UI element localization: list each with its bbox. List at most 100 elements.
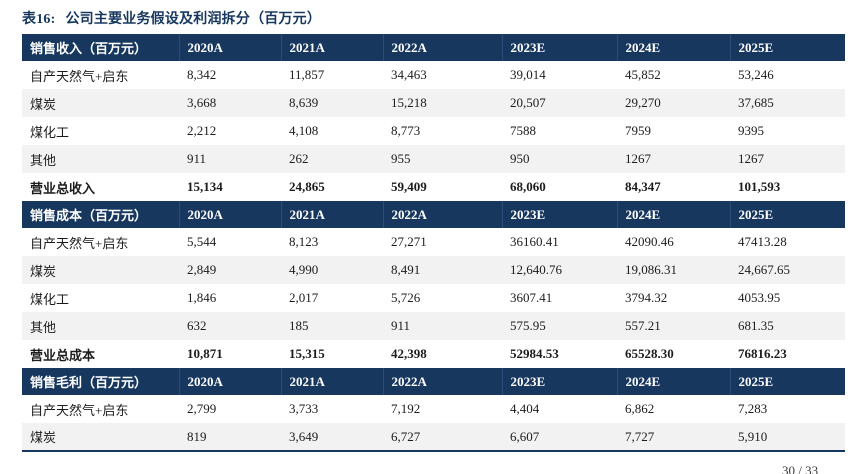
cell-value: 27,271: [391, 234, 427, 249]
cell-value: 4,108: [289, 123, 319, 138]
row-label: 营业总收入: [30, 180, 96, 196]
cell-value: 911: [187, 151, 207, 166]
column-header: 2020A: [179, 201, 282, 228]
cell-value: 7,283: [738, 401, 768, 416]
table-row: 煤炭 819 3,649 6,727 6,607 7,727 5,910: [22, 423, 845, 452]
table-row: 其他 632 185 911 575.95 557.21 681.35: [22, 312, 845, 340]
cell-value: 6,862: [625, 401, 655, 416]
cell-value: 15,218: [391, 95, 427, 110]
cell-value: 76816.23: [738, 346, 787, 361]
section-header-label: 销售成本（百万元）: [22, 201, 180, 228]
table-title: 表16: 公司主要业务假设及利润拆分（百万元）: [22, 8, 321, 28]
cell-value: 2,799: [187, 401, 217, 416]
column-header: 2025E: [738, 206, 774, 222]
cell-value: 185: [289, 318, 309, 333]
column-header: 2020A: [179, 368, 282, 395]
cell-value: 8,342: [187, 67, 217, 82]
row-label: 煤炭: [22, 423, 179, 452]
cell-value: 4053.95: [738, 290, 781, 305]
cell-value: 42090.46: [625, 234, 674, 249]
table-row: 自产天然气+启东 8,342 11,857 34,463 39,014 45,8…: [22, 61, 845, 89]
cell-value: 19,086.31: [625, 262, 677, 277]
table-row: 煤炭 2,849 4,990 8,491 12,640.76 19,086.31…: [22, 256, 845, 284]
cell-value: 3607.41: [510, 290, 553, 305]
table-row: 煤化工 2,212 4,108 8,773 7588 7959 9395: [22, 117, 845, 145]
cell-value: 37,685: [738, 95, 774, 110]
section-header-row-gross-profit: 销售毛利（百万元） 2020A 2021A 2022A 2023E 2024E …: [22, 368, 845, 395]
cell-value: 3,649: [281, 423, 383, 452]
table-caption: 公司主要业务假设及利润拆分（百万元）: [65, 12, 322, 27]
table-row: 煤炭 3,668 8,639 15,218 20,507 29,270 37,6…: [22, 89, 845, 117]
row-label: 煤炭: [30, 96, 57, 112]
cell-value: 5,726: [391, 290, 421, 305]
cell-value: 101,593: [738, 179, 781, 194]
table-number-label: 表16:: [22, 12, 56, 27]
cell-value: 681.35: [738, 318, 774, 333]
column-header: 2025E: [738, 373, 774, 389]
cell-value: 7,192: [391, 401, 421, 416]
table-row-total-revenue: 营业总收入 15,134 24,865 59,409 68,060 84,347…: [22, 173, 845, 201]
cell-value: 47413.28: [738, 234, 787, 249]
row-label: 煤化工: [30, 291, 70, 307]
cell-value: 11,857: [289, 67, 325, 82]
cell-value: 39,014: [510, 67, 546, 82]
column-header: 2024E: [617, 368, 731, 395]
section-header-row-cost: 销售成本（百万元） 2020A 2021A 2022A 2023E 2024E …: [22, 201, 845, 228]
section-header-row-revenue: 销售收入（百万元） 2020A 2021A 2022A 2023E 2024E …: [22, 34, 845, 61]
column-header: 2022A: [383, 201, 503, 228]
column-header: 2022A: [383, 34, 503, 61]
cell-value: 34,463: [391, 67, 427, 82]
column-header: 2023E: [502, 368, 618, 395]
row-label: 自产天然气+启东: [30, 235, 129, 251]
cell-value: 36160.41: [510, 234, 559, 249]
cell-value: 24,865: [289, 179, 325, 194]
table-row-total-cost: 营业总成本 10,871 15,315 42,398 52984.53 6552…: [22, 340, 845, 368]
cell-value: 3794.32: [625, 290, 668, 305]
cell-value: 955: [391, 151, 411, 166]
cell-value: 632: [187, 318, 207, 333]
cell-value: 4,404: [510, 401, 540, 416]
cell-value: 3,733: [289, 401, 319, 416]
column-header: 2024E: [617, 34, 731, 61]
cell-value: 5,544: [187, 234, 217, 249]
cell-value: 15,315: [289, 346, 325, 361]
cell-value: 7959: [625, 123, 651, 138]
cell-value: 8,491: [391, 262, 421, 277]
table-row: 自产天然气+启东 2,799 3,733 7,192 4,404 6,862 7…: [22, 395, 845, 423]
column-header: 2024E: [617, 201, 731, 228]
cell-value: 24,667.65: [738, 262, 790, 277]
column-header: 2021A: [281, 34, 384, 61]
cell-value: 6,727: [383, 423, 502, 452]
cell-value: 45,852: [625, 67, 661, 82]
cell-value: 52984.53: [510, 346, 559, 361]
cell-value: 557.21: [625, 318, 661, 333]
page-number: 30 / 33: [782, 463, 819, 474]
section-header-label: 销售收入（百万元）: [22, 34, 180, 61]
cell-value: 4,990: [289, 262, 319, 277]
financial-table: 销售收入（百万元） 2020A 2021A 2022A 2023E 2024E …: [22, 34, 845, 452]
cell-value: 2,017: [289, 290, 319, 305]
cell-value: 20,507: [510, 95, 546, 110]
column-header: 2023E: [502, 201, 618, 228]
cell-value: 53,246: [738, 67, 774, 82]
column-header: 2021A: [281, 201, 384, 228]
column-header: 2025E: [738, 39, 774, 55]
column-header: 2022A: [383, 368, 503, 395]
cell-value: 68,060: [510, 179, 546, 194]
column-header: 2020A: [179, 34, 282, 61]
column-header: 2023E: [502, 34, 618, 61]
cell-value: 15,134: [187, 179, 223, 194]
cell-value: 7,727: [617, 423, 730, 452]
row-label: 其他: [30, 152, 57, 168]
cell-value: 3,668: [187, 95, 217, 110]
cell-value: 65528.30: [625, 346, 674, 361]
cell-value: 29,270: [625, 95, 661, 110]
cell-value: 2,849: [187, 262, 217, 277]
row-label: 其他: [30, 319, 57, 335]
cell-value: 12,640.76: [510, 262, 562, 277]
cell-value: 6,607: [502, 423, 617, 452]
cell-value: 8,639: [289, 95, 319, 110]
cell-value: 1267: [738, 151, 764, 166]
cell-value: 1267: [625, 151, 651, 166]
